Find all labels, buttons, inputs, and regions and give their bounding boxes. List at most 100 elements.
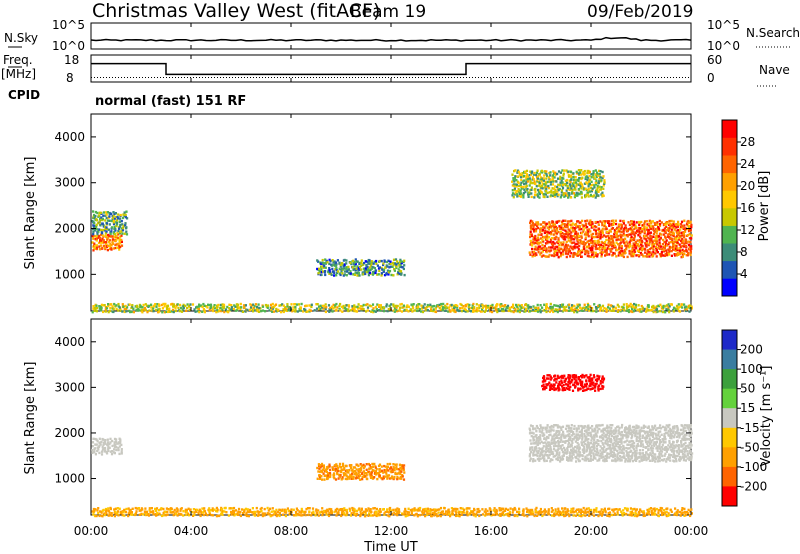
echo-cell xyxy=(579,508,583,511)
echo-cell xyxy=(619,310,622,313)
echo-cell xyxy=(163,305,166,308)
echo-cell xyxy=(116,231,119,235)
echo-cell xyxy=(104,227,107,230)
echo-cell xyxy=(621,249,624,253)
echo-cell xyxy=(572,304,576,308)
echo-cell xyxy=(627,305,630,309)
echo-cell xyxy=(389,262,392,265)
echo-cell xyxy=(400,260,403,263)
echo-cell xyxy=(579,171,582,174)
echo-cell xyxy=(211,307,214,310)
echo-cell xyxy=(549,446,552,449)
echo-cell xyxy=(597,194,600,197)
echo-cell xyxy=(531,431,534,434)
echo-cell xyxy=(333,306,336,309)
echo-cell xyxy=(418,303,421,306)
echo-cell xyxy=(466,303,469,306)
echo-cell xyxy=(683,224,686,227)
echo-cell xyxy=(346,269,349,273)
echo-cell xyxy=(376,303,379,306)
echo-cell xyxy=(519,189,522,192)
echo-cell xyxy=(155,305,158,308)
echo-cell xyxy=(515,310,518,313)
echo-cell xyxy=(460,513,463,516)
echo-cell xyxy=(648,226,651,229)
echo-cell xyxy=(290,508,293,511)
echo-cell xyxy=(98,305,101,308)
echo-cell xyxy=(601,193,604,197)
echo-cell xyxy=(107,310,110,314)
echo-cell xyxy=(597,243,601,247)
echo-cell xyxy=(652,306,655,309)
echo-cell xyxy=(300,511,303,514)
echo-cell xyxy=(216,308,219,312)
echo-cell xyxy=(339,302,342,306)
echo-cell xyxy=(606,230,609,234)
echo-cell xyxy=(232,510,236,513)
echo-cell xyxy=(571,510,574,513)
nave-label: Nave xyxy=(759,63,790,77)
echo-cell xyxy=(566,222,570,226)
echo-cell xyxy=(656,240,659,243)
echo-cell xyxy=(534,223,537,226)
echo-cell xyxy=(553,433,556,436)
echo-cell xyxy=(304,513,307,517)
echo-cell xyxy=(561,450,564,454)
echo-cell xyxy=(464,308,467,312)
echo-cell xyxy=(401,475,404,478)
echo-cell xyxy=(658,309,662,313)
echo-cell xyxy=(562,174,565,177)
echo-cell xyxy=(369,264,372,267)
echo-cell xyxy=(345,267,348,271)
echo-cell xyxy=(633,223,636,226)
echo-cell xyxy=(377,509,380,512)
echo-cell xyxy=(213,304,216,307)
echo-cell xyxy=(559,511,562,515)
echo-cell xyxy=(471,510,474,513)
echo-cell xyxy=(618,508,621,511)
echo-cell xyxy=(552,426,555,429)
echo-cell xyxy=(328,507,331,511)
colorbar-tick-label: 16 xyxy=(740,201,755,215)
echo-cell xyxy=(525,175,528,178)
echo-cell xyxy=(216,508,219,511)
echo-cell xyxy=(675,239,678,242)
echo-cell xyxy=(667,229,670,232)
echo-cell xyxy=(431,305,434,308)
echo-cell xyxy=(427,512,430,515)
echo-cell xyxy=(334,467,337,470)
echo-cell xyxy=(385,472,388,475)
echo-cell xyxy=(207,508,210,512)
echo-cell xyxy=(656,221,659,224)
echo-cell xyxy=(656,222,659,225)
echo-cell xyxy=(103,241,106,244)
echo-cell xyxy=(579,221,582,224)
echo-cell xyxy=(572,507,575,510)
echo-cell xyxy=(117,309,120,312)
echo-cell xyxy=(595,181,598,184)
echo-cell xyxy=(424,507,427,511)
echo-cell xyxy=(515,303,518,307)
echo-cell xyxy=(160,507,163,510)
echo-cell xyxy=(556,436,559,439)
echo-cell xyxy=(94,235,97,238)
echo-cell xyxy=(553,309,556,313)
echo-cell xyxy=(237,510,240,513)
echo-cell xyxy=(631,310,634,314)
echo-cell xyxy=(590,184,593,187)
echo-cell xyxy=(489,508,492,511)
echo-cell xyxy=(608,507,611,510)
echo-cell xyxy=(532,460,535,463)
echo-cell xyxy=(648,239,651,242)
echo-cell xyxy=(599,170,602,173)
echo-cell xyxy=(537,245,540,248)
echo-cell xyxy=(552,224,555,227)
echo-cell xyxy=(656,251,659,254)
echo-cell xyxy=(172,305,176,308)
echo-cell xyxy=(597,247,600,250)
echo-cell xyxy=(201,305,204,309)
echo-cell xyxy=(665,514,668,518)
echo-cell xyxy=(628,240,631,244)
echo-cell xyxy=(581,250,584,254)
echo-cell xyxy=(586,192,589,196)
